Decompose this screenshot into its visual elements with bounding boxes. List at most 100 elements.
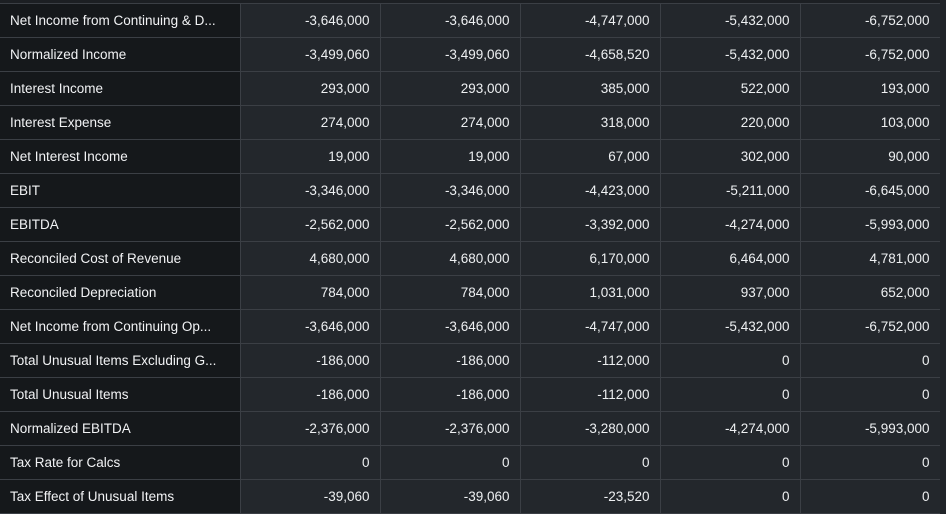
value-cell: 193,000 bbox=[800, 71, 941, 106]
value-cell: -23,520 bbox=[520, 479, 661, 514]
row-label: Interest Income bbox=[0, 71, 241, 106]
value-cell: 6,464,000 bbox=[660, 241, 801, 276]
value-cell: -2,376,000 bbox=[240, 411, 381, 446]
value-cell: -186,000 bbox=[380, 343, 521, 378]
value-cell: -3,499,060 bbox=[240, 37, 381, 72]
row-label: EBIT bbox=[0, 173, 241, 208]
row-label: Tax Rate for Calcs bbox=[0, 445, 241, 480]
value-cell: 318,000 bbox=[520, 105, 661, 140]
table-row: Reconciled Cost of Revenue 4,680,000 4,680… bbox=[0, 241, 941, 276]
row-label: Tax Effect of Unusual Items bbox=[0, 479, 241, 514]
value-cell: 0 bbox=[660, 479, 801, 514]
value-cell: 1,031,000 bbox=[520, 275, 661, 310]
value-cell: -186,000 bbox=[380, 377, 521, 412]
value-cell: -4,274,000 bbox=[660, 411, 801, 446]
table-row: Total Unusual Items -186,000 -186,000 -112,… bbox=[0, 377, 941, 412]
value-cell: -5,432,000 bbox=[660, 309, 801, 344]
value-cell: -5,993,000 bbox=[800, 207, 941, 242]
value-cell: 293,000 bbox=[240, 71, 381, 106]
value-cell: -4,747,000 bbox=[520, 309, 661, 344]
value-cell: 784,000 bbox=[380, 275, 521, 310]
value-cell: -2,376,000 bbox=[380, 411, 521, 446]
value-cell: -3,499,060 bbox=[380, 37, 521, 72]
table-row: Normalized Income -3,499,060 -3,499,060 -4,… bbox=[0, 37, 941, 72]
table-row: EBITDA -2,562,000 -2,562,000 -3,392,000 -4,2… bbox=[0, 207, 941, 242]
value-cell: -5,993,000 bbox=[800, 411, 941, 446]
table-row: EBIT -3,346,000 -3,346,000 -4,423,000 -5,211… bbox=[0, 173, 941, 208]
value-cell: -6,752,000 bbox=[800, 3, 941, 38]
value-cell: 274,000 bbox=[240, 105, 381, 140]
value-cell: -4,747,000 bbox=[520, 3, 661, 38]
table-row: Reconciled Depreciation 784,000 784,000 1,0… bbox=[0, 275, 941, 310]
value-cell: -6,752,000 bbox=[800, 309, 941, 344]
table-row: Net Interest Income 19,000 19,000 67,000 302… bbox=[0, 139, 941, 174]
row-label: Total Unusual Items bbox=[0, 377, 241, 412]
table-row: Interest Income 293,000 293,000 385,000 522,… bbox=[0, 71, 941, 106]
value-cell: -186,000 bbox=[240, 377, 381, 412]
table-row: Net Income from Continuing & D... -3,646,… bbox=[0, 3, 941, 38]
row-label: Normalized Income bbox=[0, 37, 241, 72]
row-label: Net Income from Continuing Op... bbox=[0, 309, 241, 344]
value-cell: 274,000 bbox=[380, 105, 521, 140]
value-cell: 293,000 bbox=[380, 71, 521, 106]
value-cell: 0 bbox=[800, 343, 941, 378]
value-cell: -4,658,520 bbox=[520, 37, 661, 72]
scrollbar-thumb[interactable] bbox=[940, 0, 946, 514]
value-cell: 6,170,000 bbox=[520, 241, 661, 276]
value-cell: 220,000 bbox=[660, 105, 801, 140]
value-cell: -3,646,000 bbox=[380, 3, 521, 38]
table-row: Total Unusual Items Excluding G... -186,0… bbox=[0, 343, 941, 378]
value-cell: -112,000 bbox=[520, 377, 661, 412]
value-cell: -2,562,000 bbox=[380, 207, 521, 242]
table-row: Tax Effect of Unusual Items -39,060 -39,06… bbox=[0, 479, 941, 514]
value-cell: -3,346,000 bbox=[240, 173, 381, 208]
value-cell: 0 bbox=[800, 377, 941, 412]
value-cell: 0 bbox=[240, 445, 381, 480]
value-cell: -3,392,000 bbox=[520, 207, 661, 242]
value-cell: -4,274,000 bbox=[660, 207, 801, 242]
value-cell: -3,646,000 bbox=[240, 309, 381, 344]
value-cell: 19,000 bbox=[380, 139, 521, 174]
value-cell: -3,346,000 bbox=[380, 173, 521, 208]
value-cell: 90,000 bbox=[800, 139, 941, 174]
row-label: Reconciled Depreciation bbox=[0, 275, 241, 310]
value-cell: 19,000 bbox=[240, 139, 381, 174]
value-cell: -4,423,000 bbox=[520, 173, 661, 208]
value-cell: -186,000 bbox=[240, 343, 381, 378]
value-cell: 0 bbox=[520, 445, 661, 480]
value-cell: 652,000 bbox=[800, 275, 941, 310]
table-row: Normalized EBITDA -2,376,000 -2,376,000 -3,… bbox=[0, 411, 941, 446]
value-cell: -3,646,000 bbox=[380, 309, 521, 344]
row-label: Interest Expense bbox=[0, 105, 241, 140]
value-cell: -112,000 bbox=[520, 343, 661, 378]
vertical-scrollbar[interactable] bbox=[940, 0, 946, 514]
table-row: Net Income from Continuing Op... -3,646,0… bbox=[0, 309, 941, 344]
row-label: Normalized EBITDA bbox=[0, 411, 241, 446]
table-row: Interest Expense 274,000 274,000 318,000 220… bbox=[0, 105, 941, 140]
value-cell: -39,060 bbox=[380, 479, 521, 514]
value-cell: -6,645,000 bbox=[800, 173, 941, 208]
value-cell: -3,280,000 bbox=[520, 411, 661, 446]
value-cell: 4,680,000 bbox=[240, 241, 381, 276]
value-cell: 784,000 bbox=[240, 275, 381, 310]
value-cell: 0 bbox=[800, 479, 941, 514]
value-cell: 522,000 bbox=[660, 71, 801, 106]
value-cell: 385,000 bbox=[520, 71, 661, 106]
value-cell: 4,680,000 bbox=[380, 241, 521, 276]
value-cell: 0 bbox=[380, 445, 521, 480]
value-cell: 0 bbox=[660, 377, 801, 412]
value-cell: 4,781,000 bbox=[800, 241, 941, 276]
value-cell: 0 bbox=[660, 343, 801, 378]
value-cell: 937,000 bbox=[660, 275, 801, 310]
row-label: Net Interest Income bbox=[0, 139, 241, 174]
row-label: Net Income from Continuing & D... bbox=[0, 3, 241, 38]
value-cell: 0 bbox=[800, 445, 941, 480]
value-cell: 302,000 bbox=[660, 139, 801, 174]
value-cell: 103,000 bbox=[800, 105, 941, 140]
value-cell: -39,060 bbox=[240, 479, 381, 514]
value-cell: -3,646,000 bbox=[240, 3, 381, 38]
row-label: EBITDA bbox=[0, 207, 241, 242]
value-cell: -6,752,000 bbox=[800, 37, 941, 72]
value-cell: -5,432,000 bbox=[660, 3, 801, 38]
